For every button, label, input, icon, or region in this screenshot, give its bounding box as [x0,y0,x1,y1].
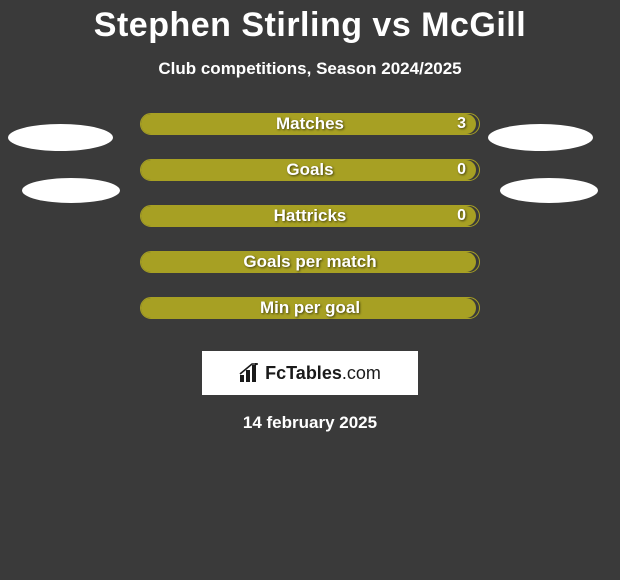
stat-value: 0 [457,205,466,227]
stat-label: Min per goal [140,297,480,319]
brand-text: FcTables.com [265,363,381,384]
stat-label: Hattricks [140,205,480,227]
stat-label: Matches [140,113,480,135]
page-subtitle: Club competitions, Season 2024/2025 [0,59,620,79]
decorative-ellipse [22,178,120,203]
brand-badge: FcTables.com [202,351,418,395]
stat-row: Goals per match [0,251,620,297]
stat-value: 3 [457,113,466,135]
stat-value: 0 [457,159,466,181]
brand-domain: .com [342,363,381,383]
decorative-ellipse [8,124,113,151]
brand-name: FcTables [265,363,342,383]
decorative-ellipse [500,178,598,203]
date-text: 14 february 2025 [0,413,620,433]
decorative-ellipse [488,124,593,151]
comparison-infographic: Stephen Stirling vs McGill Club competit… [0,0,620,580]
stat-row: Hattricks0 [0,205,620,251]
stat-row: Min per goal [0,297,620,343]
stat-label: Goals per match [140,251,480,273]
page-title: Stephen Stirling vs McGill [0,0,620,45]
bar-chart-icon [239,363,261,383]
stat-label: Goals [140,159,480,181]
